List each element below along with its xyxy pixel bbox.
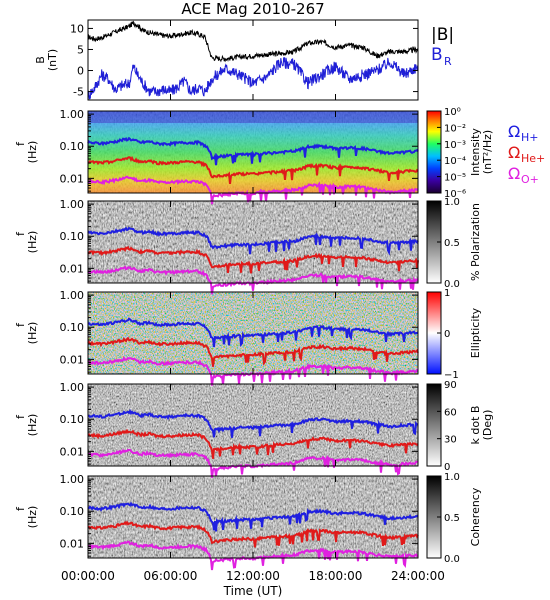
kdotb-ylabel-unit: (Hz) [26,414,39,437]
ellipticity-colorbar-tick-label: 0 [444,329,450,340]
kdotb-ylabel: f [14,414,27,419]
ellipticity-h-plus-line [87,317,419,348]
intensity-colorbar-tick-label: 10⁻³ [444,140,466,151]
intensity-colorbar-tick-label: 10⁻⁴ [444,156,466,167]
intensity-he-plus-line [87,155,419,185]
b-ylabel: B [34,56,47,64]
polarization-ylabel: f [14,231,27,236]
intensity-y-tick-label: 1.00 [60,108,85,121]
kdotb-colorbar-tick-label: 0 [444,462,450,473]
kdotb-y-tick-label: 0.10 [60,413,85,426]
intensity-colorbar-tick-label: 10⁻⁶ [444,189,466,200]
polarization-o-plus-line [87,265,419,295]
intensity-ylabel-unit: (Hz) [26,141,39,164]
ellipticity-colorbar-tick-label: −1 [444,370,459,381]
intensity-h-plus-line [87,136,419,166]
ellipticity-colorbar-label: Ellipticity [469,307,482,358]
intensity-colorbar-tick-label: 10⁻² [444,123,466,134]
coherency-ylabel-unit: (Hz) [26,506,39,529]
ellipticity-ylabel: f [14,322,27,327]
kdotb-y-tick-label: 0.01 [60,445,85,458]
ellipticity-ylabel-unit: (Hz) [26,322,39,345]
kdotb-colorbar-tick-label: 60 [444,407,457,418]
polarization-y-tick-label: 0.10 [60,230,85,243]
intensity-ylabel: f [14,141,27,146]
polarization-colorbar-label: % Polarization [469,203,482,281]
intensity-y-tick-label: 0.10 [60,140,85,153]
coherency-h-plus-line [87,501,419,532]
b-r-line [87,57,419,101]
b-total-line [88,20,419,63]
coherency-y-tick-label: 0.10 [60,505,85,518]
legend-b-r-sub: R [444,55,452,68]
coherency-colorbar-tick-label: 0.0 [444,554,460,565]
b-y-tick-label: 5 [77,43,84,56]
x-tick-label: 24:00:00 [391,569,445,583]
kdotb-colorbar [426,383,442,467]
x-tick-label: 06:00:00 [144,569,198,583]
kdotb-y-tick-label: 1.00 [60,381,85,394]
legend-omega-o-plus-sub: O+ [521,173,539,186]
kdotb-colorbar-label: k dot B [469,406,482,445]
intensity-colorbar-label: Intensity [469,128,482,176]
coherency-colorbar-tick-label: 0.5 [444,513,460,524]
kdotb-he-plus-line [87,428,419,459]
legend-omega-he-plus-sub: He+ [521,152,545,165]
legend-omega-he-plus: Ω [508,143,520,162]
coherency-he-plus-line [87,520,419,548]
coherency-ylabel: f [14,506,27,511]
legend-b-total: |B| [431,25,454,45]
ellipticity-colorbar-tick-label: 1 [444,288,450,299]
coherency-y-tick-label: 0.01 [60,537,85,550]
polarization-h-plus-line [87,226,419,256]
kdotb-h-plus-line [87,408,419,438]
legend-b-r: B [431,45,443,65]
ellipticity-y-tick-label: 0.01 [60,353,85,366]
b-panel-background [88,20,418,100]
intensity-y-tick-label: 0.01 [60,172,85,185]
ellipticity-y-tick-label: 1.00 [60,289,85,302]
coherency-spectrogram [88,476,418,558]
intensity-colorbar-unit: (nT²/Hz) [481,130,494,174]
coherency-colorbar-tick-label: 1.0 [444,472,460,483]
b-ylabel-unit: (nT) [46,49,59,71]
intensity-colorbar-tick-label: 10⁰ [444,107,461,118]
b-y-tick-label: 0 [77,65,84,78]
intensity-colorbar [426,110,442,194]
polarization-y-tick-label: 0.01 [60,262,85,275]
kdotb-colorbar-tick-label: 90 [444,380,457,391]
x-tick-label: 12:00:00 [226,569,280,583]
kdotb-colorbar-tick-label: 30 [444,435,457,446]
b-y-tick-label: 10 [70,22,84,35]
polarization-colorbar-tick-label: 0.0 [444,279,460,290]
ellipticity-y-tick-label: 0.10 [60,321,85,334]
polarization-he-plus-line [87,245,419,274]
coherency-y-tick-label: 1.00 [60,473,85,486]
intensity-colorbar-tick-label: 10⁻⁵ [444,173,466,184]
polarization-y-tick-label: 1.00 [60,198,85,211]
polarization-ylabel-unit: (Hz) [26,231,39,254]
legend-omega-o-plus: Ω [508,164,520,183]
x-tick-label: 18:00:00 [309,569,363,583]
kdotb-colorbar-unit: (Deg) [481,410,494,441]
x-axis-label: Time (UT) [223,584,283,598]
intensity-o-plus-line [87,175,419,205]
kdotb-o-plus-line [87,448,419,478]
b-y-tick-label: -5 [73,86,84,99]
ellipticity-he-plus-line [87,336,419,367]
legend-omega-h-plus-sub: H+ [521,131,539,144]
chart-title: ACE Mag 2010-267 [181,0,324,18]
polarization-colorbar-tick-label: 1.0 [444,197,460,208]
coherency-colorbar-label: Coherency [469,487,482,546]
coherency-o-plus-line [87,540,419,571]
legend-omega-h-plus: Ω [508,122,520,141]
x-tick-label: 00:00:00 [61,569,115,583]
polarization-colorbar-tick-label: 0.5 [444,238,460,249]
